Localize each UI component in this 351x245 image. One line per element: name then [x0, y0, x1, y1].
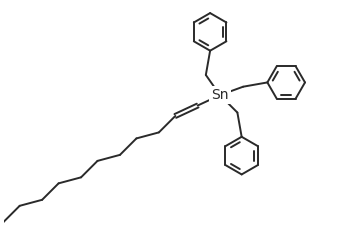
Text: Sn: Sn — [211, 88, 229, 102]
